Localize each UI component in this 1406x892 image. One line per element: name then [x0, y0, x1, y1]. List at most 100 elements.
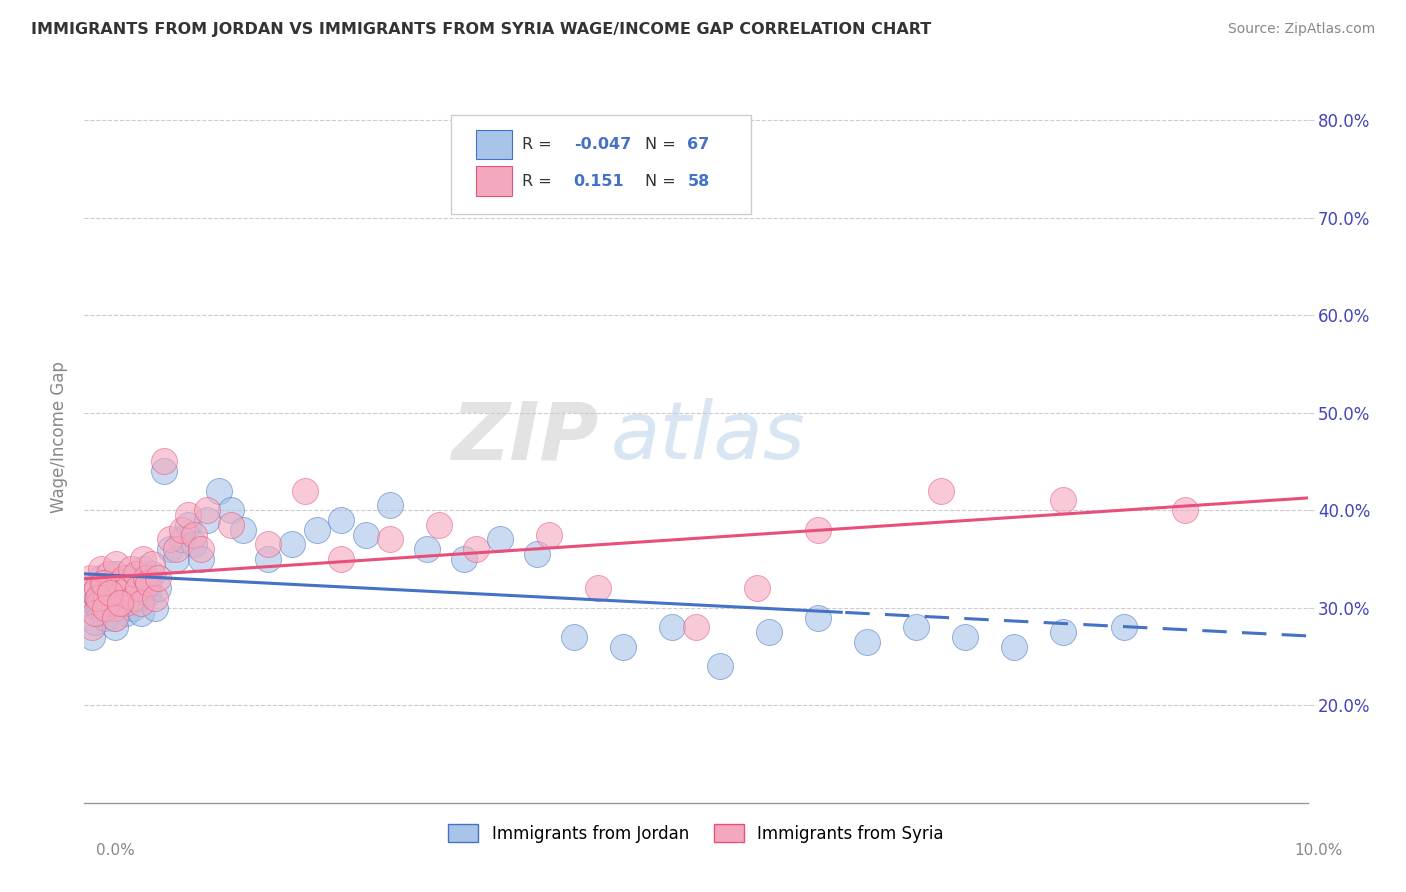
Point	[90, 562, 112, 576]
Point	[219, 503, 242, 517]
Point	[807, 523, 830, 537]
Point	[79, 572, 101, 586]
Y-axis label: Wage/Income Gap: Wage/Income Gap	[51, 361, 69, 513]
Point	[100, 581, 122, 595]
Point	[84, 606, 107, 620]
Point	[159, 542, 181, 557]
Point	[125, 576, 148, 591]
Point	[143, 591, 166, 605]
Point	[97, 566, 120, 581]
Point	[172, 523, 194, 537]
Point	[117, 591, 139, 605]
Point	[86, 591, 108, 605]
Point	[856, 635, 879, 649]
Point	[183, 537, 205, 551]
Point	[953, 630, 976, 644]
Text: R =: R =	[522, 137, 553, 152]
Point	[91, 576, 114, 591]
Point	[125, 566, 148, 581]
Point	[97, 576, 120, 591]
Point	[98, 586, 121, 600]
Point	[94, 600, 117, 615]
Point	[136, 576, 159, 591]
Point	[526, 547, 548, 561]
Point	[83, 596, 105, 610]
Point	[208, 483, 231, 498]
FancyBboxPatch shape	[451, 115, 751, 214]
Point	[380, 533, 402, 547]
Point	[93, 586, 115, 600]
Legend: Immigrants from Jordan, Immigrants from Syria: Immigrants from Jordan, Immigrants from …	[441, 818, 950, 849]
Text: 58: 58	[688, 174, 710, 188]
Point	[129, 596, 152, 610]
Point	[83, 586, 105, 600]
Point	[219, 517, 242, 532]
Point	[80, 620, 103, 634]
Point	[127, 591, 149, 605]
Point	[91, 586, 114, 600]
Point	[153, 464, 176, 478]
Point	[257, 552, 280, 566]
Text: 0.0%: 0.0%	[96, 843, 135, 858]
Point	[86, 581, 108, 595]
Text: ZIP: ZIP	[451, 398, 598, 476]
Point	[87, 600, 110, 615]
Point	[1052, 625, 1074, 640]
Point	[153, 454, 176, 468]
Point	[98, 596, 121, 610]
Point	[129, 606, 152, 620]
Point	[120, 562, 142, 576]
Point	[1114, 620, 1136, 634]
Point	[104, 620, 127, 634]
Point	[132, 552, 155, 566]
Point	[146, 572, 169, 586]
Point	[110, 586, 132, 600]
Point	[183, 527, 205, 541]
Point	[354, 527, 377, 541]
Point	[107, 576, 129, 591]
Point	[159, 533, 181, 547]
Text: 10.0%: 10.0%	[1295, 843, 1343, 858]
Point	[112, 581, 135, 595]
Point	[107, 586, 129, 600]
Point	[87, 606, 110, 620]
Text: IMMIGRANTS FROM JORDAN VS IMMIGRANTS FROM SYRIA WAGE/INCOME GAP CORRELATION CHAR: IMMIGRANTS FROM JORDAN VS IMMIGRANTS FRO…	[31, 22, 931, 37]
Point	[93, 576, 115, 591]
Point	[232, 523, 254, 537]
Point	[103, 610, 125, 624]
Text: atlas: atlas	[610, 398, 806, 476]
Text: R =: R =	[522, 174, 553, 188]
Point	[330, 513, 353, 527]
Point	[112, 572, 135, 586]
Point	[685, 620, 707, 634]
Point	[1174, 503, 1197, 517]
Point	[807, 610, 830, 624]
Point	[122, 591, 145, 605]
Text: N =: N =	[644, 174, 675, 188]
Point	[172, 533, 194, 547]
Point	[294, 483, 316, 498]
Point	[489, 533, 512, 547]
Point	[105, 566, 128, 581]
Point	[135, 572, 157, 586]
Point	[127, 581, 149, 595]
Point	[143, 600, 166, 615]
FancyBboxPatch shape	[475, 167, 513, 195]
Point	[104, 610, 127, 624]
Point	[190, 552, 212, 566]
Point	[709, 659, 731, 673]
Point	[1002, 640, 1025, 654]
Point	[135, 581, 157, 595]
Point	[453, 552, 475, 566]
Point	[136, 586, 159, 600]
Point	[108, 596, 131, 610]
Point	[141, 566, 163, 581]
Point	[758, 625, 780, 640]
Point	[165, 552, 187, 566]
Point	[110, 596, 132, 610]
Point	[257, 537, 280, 551]
Point	[1052, 493, 1074, 508]
Point	[87, 591, 110, 605]
Point	[115, 596, 138, 610]
Point	[612, 640, 634, 654]
